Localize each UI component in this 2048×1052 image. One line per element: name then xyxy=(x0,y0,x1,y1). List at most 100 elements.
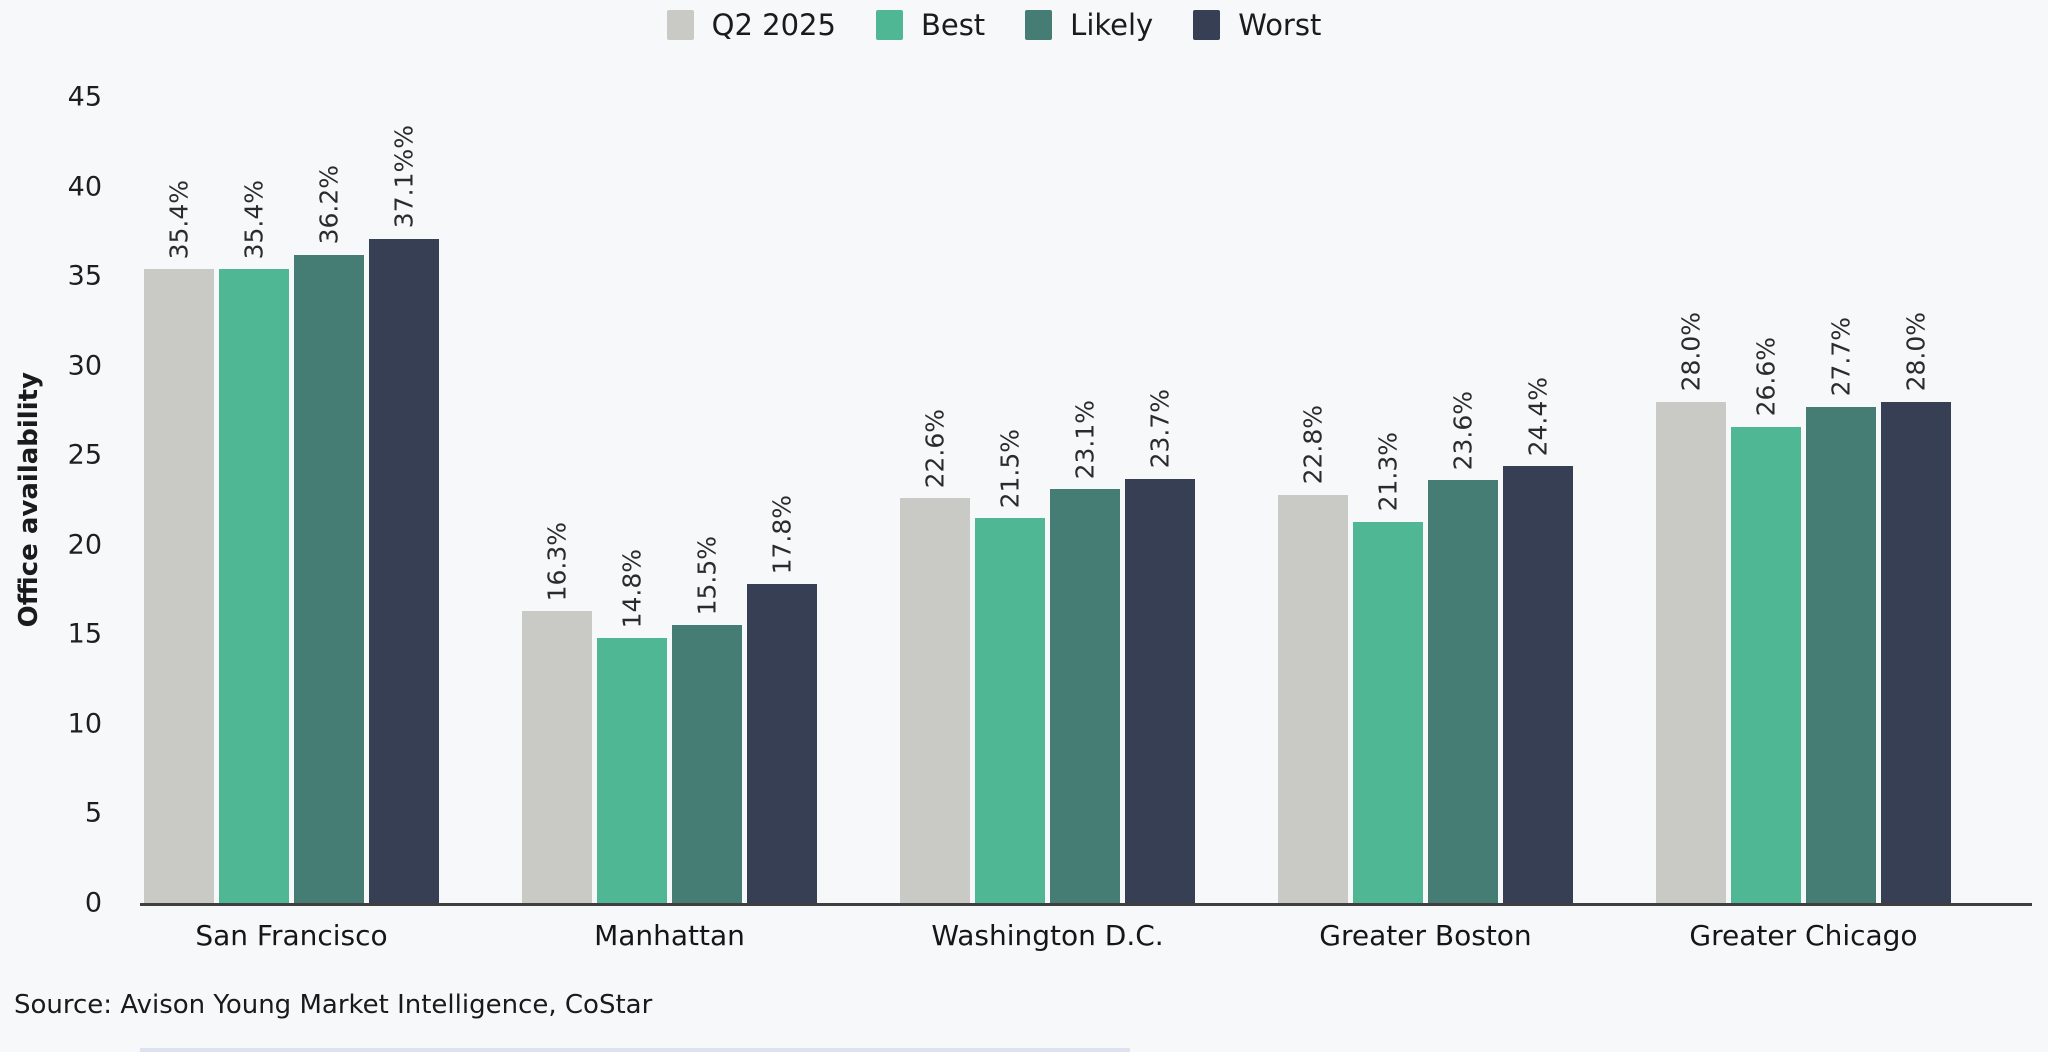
bar-cell: 22.6% xyxy=(900,97,970,903)
bar-value-label: 28.0% xyxy=(1676,312,1706,392)
y-tick-label: 45 xyxy=(67,81,102,113)
bar-value-label: 21.5% xyxy=(995,428,1025,508)
bar-worst xyxy=(1503,465,1573,903)
bar-value-label: 23.7% xyxy=(1145,389,1175,469)
bar-value-label: 22.6% xyxy=(920,408,950,489)
bar-worst xyxy=(1125,478,1195,903)
bar-value-label: 15.5% xyxy=(692,535,722,616)
bar-likely xyxy=(1050,489,1120,903)
bar-cell: 35.4% xyxy=(219,97,289,903)
bar-worst xyxy=(1881,401,1951,903)
bar-best xyxy=(597,637,667,903)
bar-cell: 36.2% xyxy=(294,97,364,903)
bar-cell: 16.3% xyxy=(522,97,592,903)
y-tick-label: 25 xyxy=(67,439,102,471)
bar-row: 35.4% 35.4% 36.2% 37.1%% xyxy=(144,97,439,903)
bar-cell: 23.1% xyxy=(1050,97,1120,903)
y-tick-label: 30 xyxy=(67,350,102,382)
bar-worst xyxy=(747,584,817,903)
bar-worst xyxy=(369,238,439,903)
bar-group: 16.3% 14.8% 15.5% 17.8% Manhattan xyxy=(518,97,896,952)
bar-value-label: 27.7% xyxy=(1826,317,1856,397)
y-tick-label: 35 xyxy=(67,260,102,292)
bar-cell: 28.0% xyxy=(1881,97,1951,903)
bar-value-label: 24.4% xyxy=(1523,376,1553,456)
bar-q2-2025 xyxy=(900,498,970,903)
bar-q2-2025 xyxy=(1278,494,1348,903)
bar-group: 28.0% 26.6% 27.7% 28.0% Greater Chicago xyxy=(1652,97,2030,952)
legend-swatch-icon xyxy=(1193,10,1221,40)
plot-area: 35.4% 35.4% 36.2% 37.1%% San Francisco 16.3% 1… xyxy=(140,97,2032,952)
bar-group: 22.6% 21.5% 23.1% 23.7% Washington D.C. xyxy=(896,97,1274,952)
legend-item-q2-2025: Q2 2025 xyxy=(666,8,836,42)
bar-best xyxy=(219,268,289,903)
category-label: Manhattan xyxy=(594,919,745,952)
bar-cell: 22.8% xyxy=(1278,97,1348,903)
bar-likely xyxy=(1806,406,1876,903)
bar-value-label: 21.3% xyxy=(1373,432,1403,512)
bar-cell: 23.6% xyxy=(1428,97,1498,903)
bar-group: 22.8% 21.3% 23.6% 24.4% Greater Boston xyxy=(1274,97,1652,952)
bar-cell: 28.0% xyxy=(1656,97,1726,903)
bar-groups: 35.4% 35.4% 36.2% 37.1%% San Francisco 16.3% 1… xyxy=(140,97,2032,952)
legend-swatch-icon xyxy=(1025,10,1053,40)
bar-row: 22.6% 21.5% 23.1% 23.7% xyxy=(900,97,1195,903)
bar-row: 16.3% 14.8% 15.5% 17.8% xyxy=(522,97,817,903)
bar-value-label: 22.8% xyxy=(1298,405,1328,485)
legend-label: Worst xyxy=(1238,8,1322,42)
legend-swatch-icon xyxy=(666,10,694,40)
bar-row: 28.0% 26.6% 27.7% 28.0% xyxy=(1656,97,1951,903)
bar-value-label: 26.6% xyxy=(1751,337,1781,417)
y-tick-label: 0 xyxy=(84,887,102,919)
bar-q2-2025 xyxy=(1656,401,1726,903)
legend-label: Likely xyxy=(1070,8,1154,42)
y-tick-label: 20 xyxy=(67,529,102,561)
source-note: Source: Avison Young Market Intelligence… xyxy=(14,990,653,1020)
bar-cell: 23.7% xyxy=(1125,97,1195,903)
y-tick-label: 40 xyxy=(67,171,102,203)
bar-likely xyxy=(294,254,364,903)
bar-likely xyxy=(1428,480,1498,903)
bar-value-label: 17.8% xyxy=(767,494,797,575)
bar-best xyxy=(975,517,1045,903)
bar-value-label: 14.8% xyxy=(617,548,647,628)
bar-best xyxy=(1353,521,1423,903)
legend-label: Q2 2025 xyxy=(711,8,836,42)
bar-cell: 26.6% xyxy=(1731,97,1801,903)
bar-cell: 35.4% xyxy=(144,97,214,903)
category-label: Greater Boston xyxy=(1319,919,1532,952)
bar-value-label: 36.2% xyxy=(314,165,344,245)
legend-item-worst: Worst xyxy=(1193,8,1321,42)
bar-value-label: 23.6% xyxy=(1448,390,1478,471)
bar-value-label: 23.1% xyxy=(1070,399,1100,480)
bar-cell: 14.8% xyxy=(597,97,667,903)
legend-label: Best xyxy=(920,8,986,42)
bar-best xyxy=(1731,426,1801,903)
bar-cell: 21.5% xyxy=(975,97,1045,903)
bar-likely xyxy=(672,625,742,903)
chart-legend: Q2 2025 Best Likely Worst xyxy=(0,8,1988,42)
legend-swatch-icon xyxy=(875,10,903,40)
y-axis-ticks: 0 5 10 15 20 25 30 35 40 45 xyxy=(0,84,102,917)
legend-item-best: Best xyxy=(875,8,986,42)
bar-value-label: 35.4% xyxy=(239,179,269,259)
bar-value-label: 37.1%% xyxy=(389,125,419,229)
bar-row: 22.8% 21.3% 23.6% 24.4% xyxy=(1278,97,1573,903)
bar-value-label: 35.4% xyxy=(164,179,194,259)
y-tick-label: 15 xyxy=(67,618,102,650)
bar-cell: 27.7% xyxy=(1806,97,1876,903)
bar-group: 35.4% 35.4% 36.2% 37.1%% San Francisco xyxy=(140,97,518,952)
legend-item-likely: Likely xyxy=(1025,8,1153,42)
bar-cell: 17.8% xyxy=(747,97,817,903)
category-label: Washington D.C. xyxy=(931,919,1164,952)
y-tick-label: 10 xyxy=(67,708,102,740)
bottom-accent-line xyxy=(140,1048,1130,1052)
bar-cell: 24.4% xyxy=(1503,97,1573,903)
y-tick-label: 5 xyxy=(84,797,102,829)
category-label: Greater Chicago xyxy=(1689,919,1918,952)
bar-cell: 37.1%% xyxy=(369,97,439,903)
bar-value-label: 16.3% xyxy=(542,521,572,602)
bar-value-label: 28.0% xyxy=(1901,312,1931,392)
bar-cell: 21.3% xyxy=(1353,97,1423,903)
category-label: San Francisco xyxy=(195,919,388,952)
